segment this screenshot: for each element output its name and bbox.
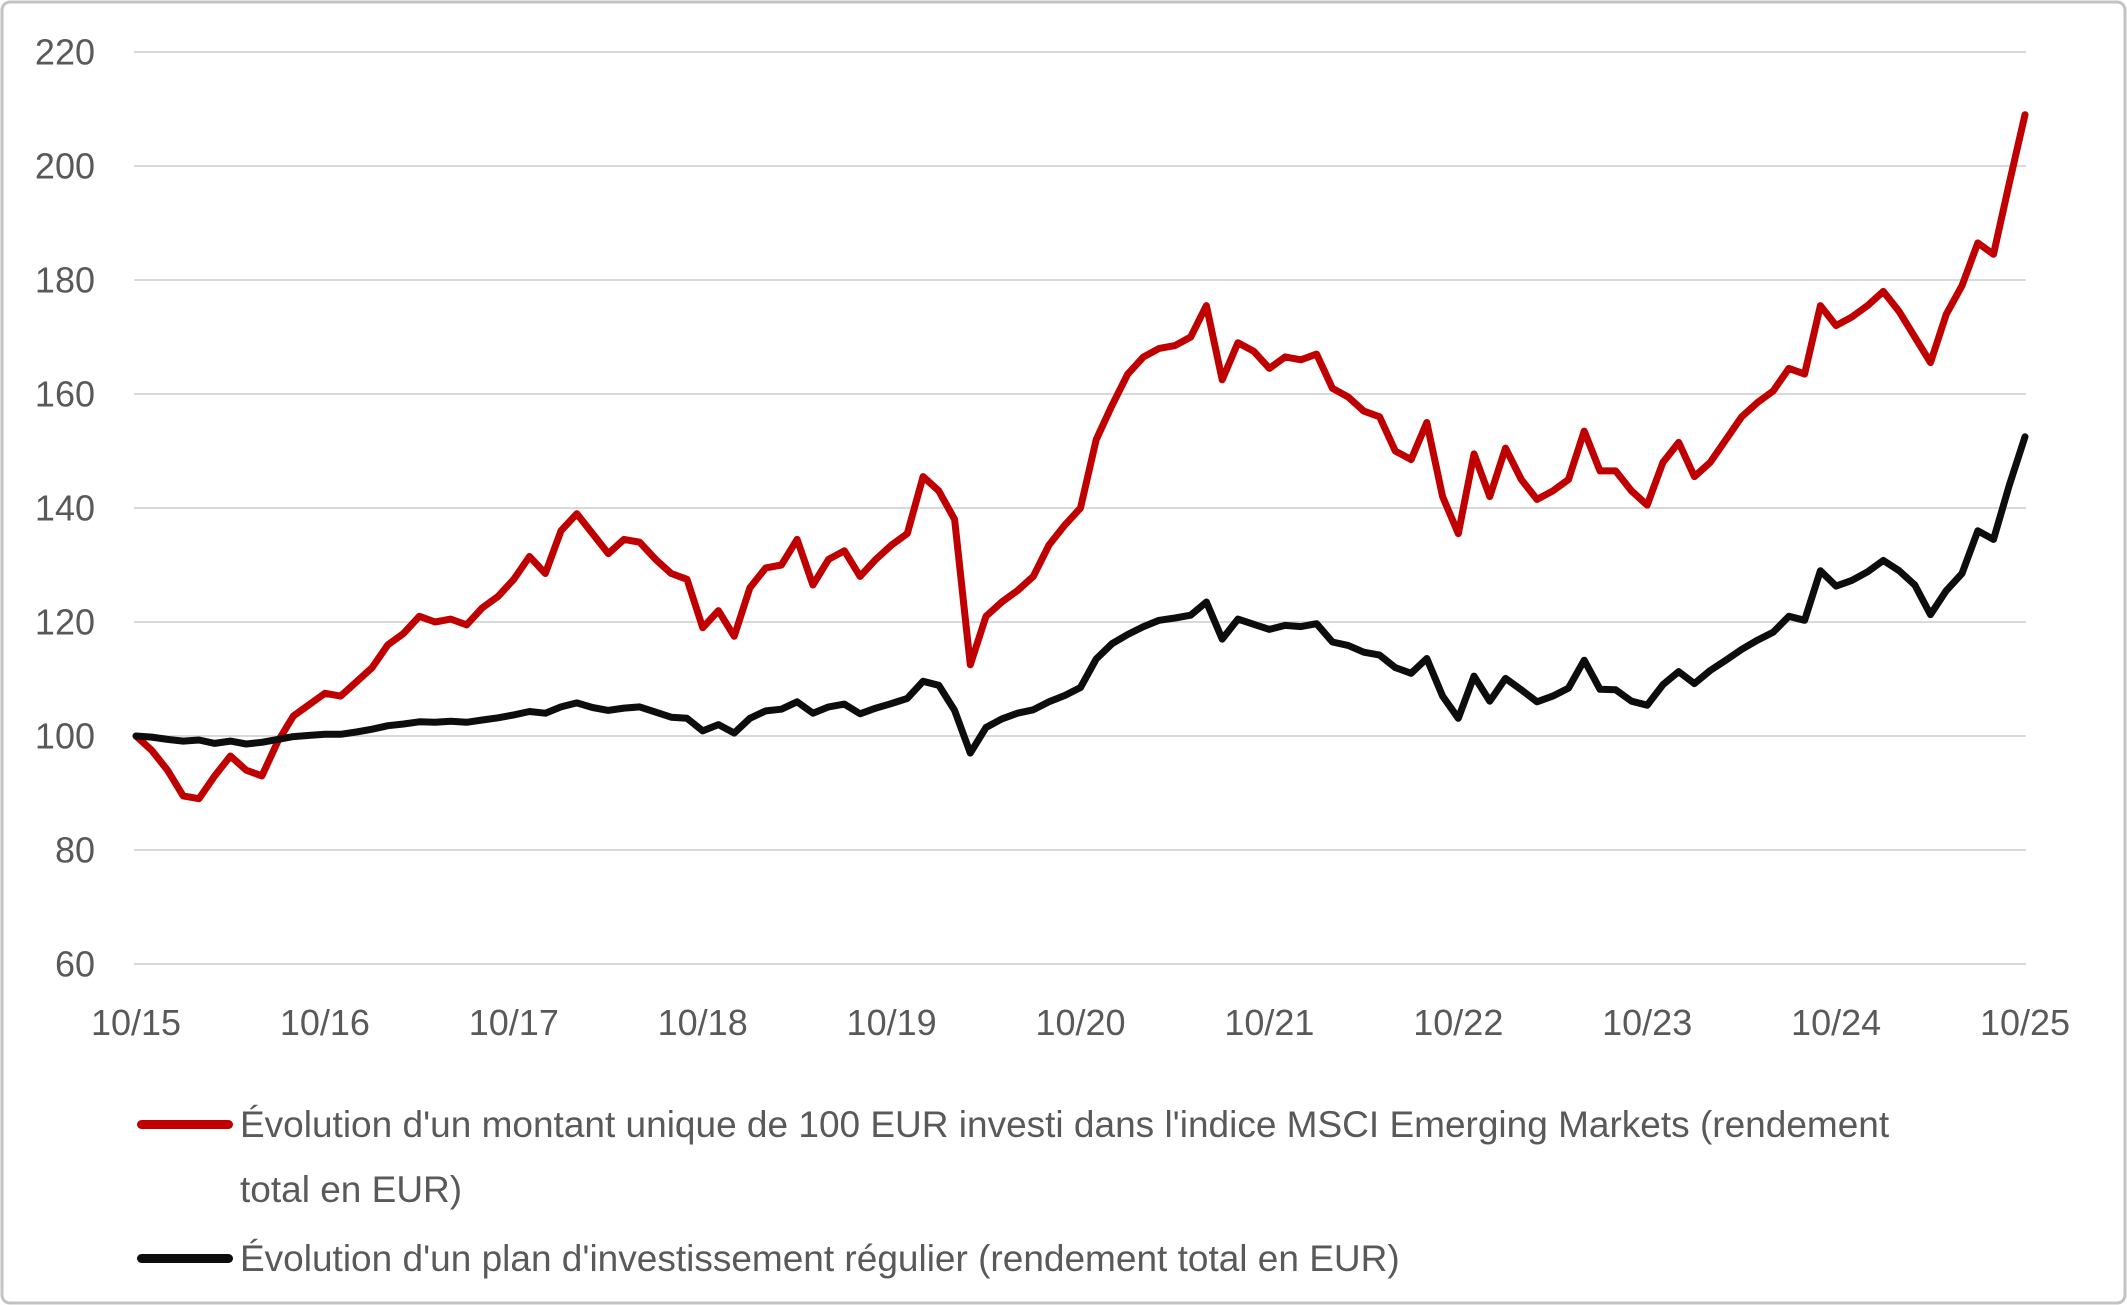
x-tick-label-10-22: 10/22: [1413, 1002, 1503, 1043]
legend-label-lump-sum-line1: Évolution d'un montant unique de 100 EUR…: [240, 1104, 1890, 1145]
legend-marker-lump-sum: [137, 1120, 233, 1129]
x-tick-label-10-23: 10/23: [1602, 1002, 1692, 1043]
x-tick-label-10-20: 10/20: [1035, 1002, 1125, 1043]
y-tick-label-140: 140: [35, 488, 95, 529]
x-tick-label-10-18: 10/18: [658, 1002, 748, 1043]
legend-label-regular-plan: Évolution d'un plan d'investissement rég…: [240, 1238, 1400, 1279]
y-tick-label-180: 180: [35, 260, 95, 301]
legend-marker-regular-plan: [137, 1254, 233, 1263]
y-tick-label-60: 60: [55, 944, 95, 985]
legend-label-lump-sum-line2: total en EUR): [240, 1169, 462, 1210]
x-tick-label-10-17: 10/17: [469, 1002, 559, 1043]
x-tick-label-10-21: 10/21: [1224, 1002, 1314, 1043]
x-tick-label-10-19: 10/19: [847, 1002, 937, 1043]
x-tick-label-10-16: 10/16: [280, 1002, 370, 1043]
y-tick-label-100: 100: [35, 716, 95, 757]
plot-area: [132, 111, 2029, 803]
y-tick-label-80: 80: [55, 830, 95, 871]
y-tick-label-120: 120: [35, 602, 95, 643]
gridlines: [134, 51, 2026, 965]
series-line-regular-plan: [132, 433, 2029, 757]
x-tick-label-10-15: 10/15: [91, 1002, 181, 1043]
x-axis-tick-labels: 10/15 10/16 10/17 10/18 10/19 10/20 10/21 10/22…: [91, 1002, 2070, 1043]
y-axis-tick-labels: 220 200 180 160 140 120 100 80 60: [35, 32, 95, 985]
legend: Évolution d'un montant unique de 100 EUR…: [137, 1104, 1890, 1279]
y-tick-label-220: 220: [35, 32, 95, 73]
x-tick-label-10-24: 10/24: [1791, 1002, 1881, 1043]
series-line-lump-sum: [132, 111, 2029, 803]
y-tick-label-200: 200: [35, 146, 95, 187]
y-tick-label-160: 160: [35, 374, 95, 415]
x-tick-label-10-25: 10/25: [1980, 1002, 2070, 1043]
